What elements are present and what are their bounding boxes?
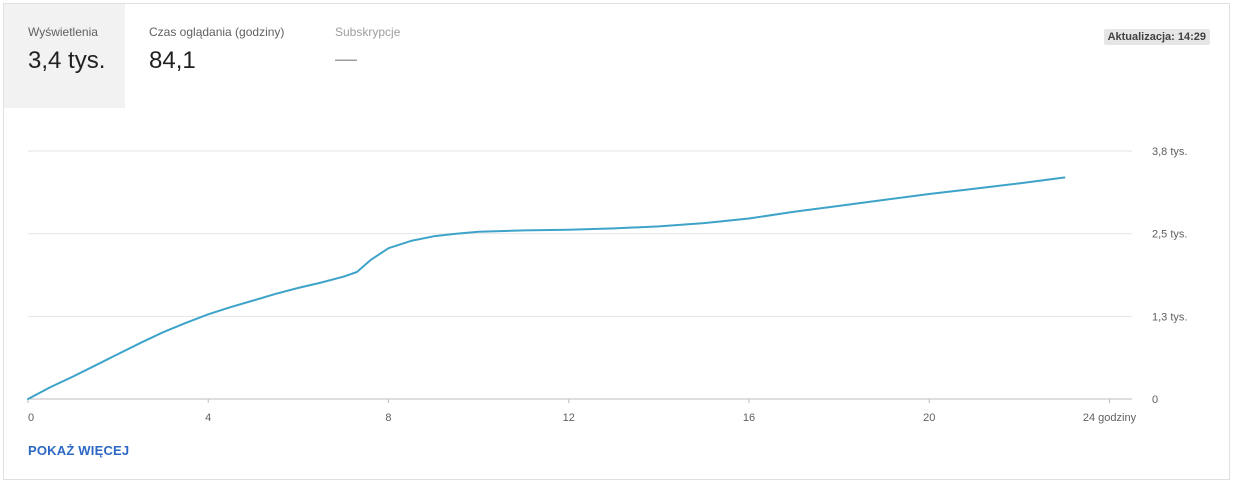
x-tick-label: 16 — [743, 412, 755, 424]
y-tick-label: 0 — [1152, 394, 1158, 406]
show-more-link[interactable]: POKAŻ WIĘCEJ — [28, 443, 130, 458]
metric-value-subscriptions: — — [335, 46, 357, 71]
y-tick-label: 3,8 tys. — [1152, 146, 1187, 158]
y-tick-label: 2,5 tys. — [1152, 229, 1187, 241]
metric-label-views: Wyświetlenia — [28, 25, 98, 39]
metric-tab-views[interactable]: Wyświetlenia 3,4 tys. — [4, 4, 125, 108]
x-tick-label: 12 — [563, 412, 575, 424]
update-badge: Aktualizacja: 14:29 — [1103, 29, 1210, 45]
x-tick-label: 4 — [205, 412, 211, 424]
analytics-card: Wyświetlenia 3,4 tys. Czas oglądania (go… — [3, 3, 1230, 480]
metric-label-subscriptions: Subskrypcje — [335, 25, 401, 39]
x-tick-label: 8 — [385, 412, 391, 424]
y-tick-label: 1,3 tys. — [1152, 311, 1187, 323]
metric-tabs: Wyświetlenia 3,4 tys. Czas oglądania (go… — [4, 4, 1229, 108]
x-tick-label: 0 — [28, 412, 34, 424]
x-tick-label: 24 godziny — [1083, 412, 1137, 424]
metric-label-watch-time: Czas oglądania (godziny) — [149, 25, 285, 39]
views-line-chart: 0 1,3 tys. 2,5 tys. 3,8 tys. 0 4 8 12 16 20 24 god… — [27, 146, 1187, 424]
metric-tab-watch-time[interactable]: Czas oglądania (godziny) 84,1 — [125, 4, 311, 108]
metric-tab-subscriptions[interactable]: Subskrypcje — — [311, 4, 441, 108]
x-tick-label: 20 — [923, 412, 935, 424]
metric-value-views: 3,4 tys. — [28, 47, 106, 74]
views-series-line — [27, 176, 1066, 400]
views-chart: 0 1,3 tys. 2,5 tys. 3,8 tys. 0 4 8 12 16 20 24 god… — [4, 108, 1230, 428]
metric-value-watch-time: 84,1 — [149, 47, 196, 74]
